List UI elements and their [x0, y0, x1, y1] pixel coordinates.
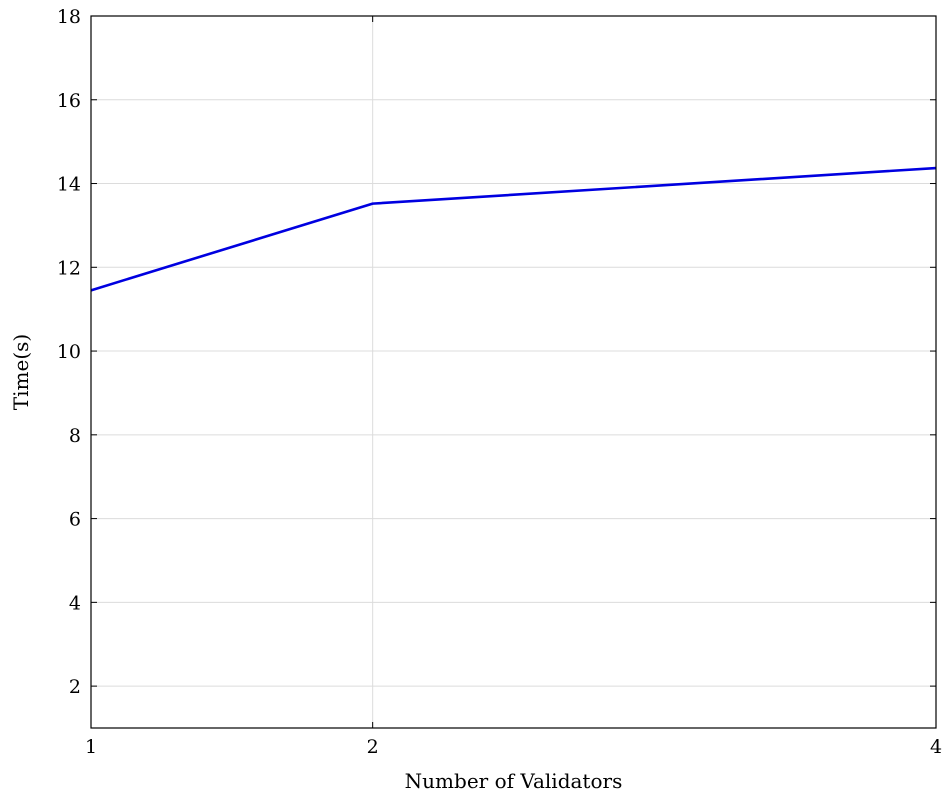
y-tick-label: 4: [69, 592, 81, 614]
y-tick-label: 16: [57, 90, 81, 112]
x-tick-label: 2: [367, 736, 379, 758]
y-tick-label: 2: [69, 676, 81, 698]
y-tick-label: 6: [69, 509, 81, 531]
x-axis-label: Number of Validators: [405, 769, 623, 793]
y-axis-label: Time(s): [9, 334, 33, 410]
x-tick-label: 4: [930, 736, 942, 758]
grid: [90, 15, 937, 728]
series-line: [90, 166, 937, 292]
series-layer: [90, 166, 937, 292]
y-tick-label: 14: [57, 174, 81, 196]
plot-frame: [90, 15, 937, 729]
y-tick-label: 10: [57, 341, 81, 363]
y-tick-label: 12: [57, 257, 81, 279]
y-tick-label: 8: [69, 425, 81, 447]
x-tick-label: 1: [85, 736, 97, 758]
y-tick-label: 18: [57, 6, 81, 28]
ticks: [90, 15, 937, 728]
